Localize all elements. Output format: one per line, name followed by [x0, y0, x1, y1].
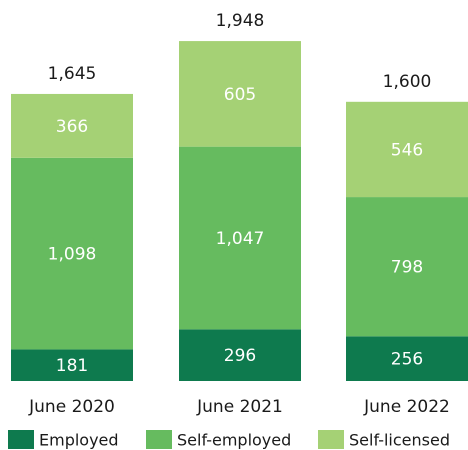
bar-segment	[346, 336, 468, 381]
x-tick-label: June 2021	[196, 397, 283, 417]
value-label: 1,047	[216, 229, 265, 249]
legend-label: Self-licensed	[349, 431, 450, 450]
total-label: 1,645	[48, 64, 97, 84]
value-label: 366	[56, 117, 88, 137]
value-label: 1,098	[48, 245, 97, 265]
bar-segment	[11, 93, 133, 158]
legend-label: Self-employed	[177, 431, 291, 450]
legend-swatch	[318, 430, 344, 449]
bar-segment	[179, 329, 301, 381]
bar-segment	[179, 146, 301, 330]
legend-swatch	[8, 430, 34, 449]
bar-segment	[11, 157, 133, 350]
total-label: 1,948	[216, 11, 265, 31]
value-label: 181	[56, 356, 88, 376]
value-label: 546	[391, 140, 423, 160]
bar-segment	[11, 349, 133, 381]
bar-segment	[346, 101, 468, 198]
legend-swatch	[146, 430, 172, 449]
bar-segment	[179, 41, 301, 147]
x-tick-label: June 2020	[28, 397, 115, 417]
bar-segment	[346, 197, 468, 337]
value-label: 296	[224, 346, 256, 366]
value-label: 798	[391, 258, 423, 278]
total-label: 1,600	[383, 72, 432, 92]
legend-label: Employed	[39, 431, 119, 450]
value-label: 605	[224, 85, 256, 105]
x-tick-label: June 2022	[363, 397, 450, 417]
value-label: 256	[391, 350, 423, 370]
